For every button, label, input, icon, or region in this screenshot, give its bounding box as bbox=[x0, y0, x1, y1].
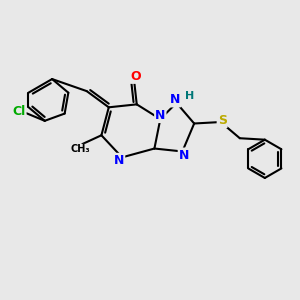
Text: N: N bbox=[155, 109, 166, 122]
Text: N: N bbox=[114, 154, 124, 167]
Text: H: H bbox=[185, 91, 194, 100]
Text: CH₃: CH₃ bbox=[71, 144, 91, 154]
Text: N: N bbox=[170, 93, 180, 106]
Text: N: N bbox=[179, 148, 189, 161]
Text: Cl: Cl bbox=[12, 105, 26, 118]
Text: O: O bbox=[130, 70, 141, 83]
Text: S: S bbox=[218, 114, 226, 127]
